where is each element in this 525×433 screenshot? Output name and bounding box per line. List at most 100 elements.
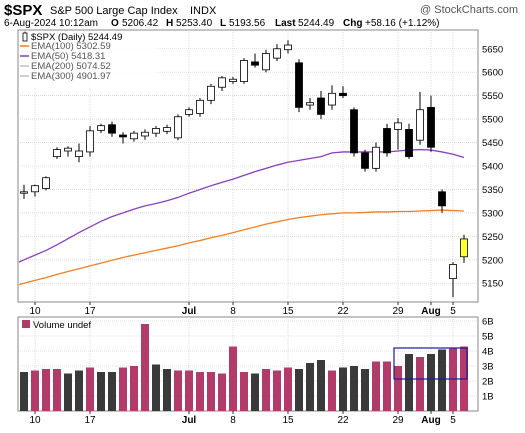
candle-body (218, 77, 226, 88)
x-tick-label: 15 (282, 415, 294, 426)
candle (218, 75, 226, 91)
candle (339, 86, 347, 98)
candle-body (438, 191, 446, 207)
x-tick-label: 5 (450, 415, 456, 426)
volume-bar (295, 369, 303, 411)
candle-body (42, 177, 50, 189)
volume-bar (405, 354, 413, 411)
volume-bar (383, 361, 391, 411)
open-value: 5206.42 (122, 18, 159, 29)
candle-body (196, 99, 204, 114)
candle (196, 98, 204, 117)
last-value: 5244.49 (298, 18, 335, 29)
high-value: 5253.40 (176, 18, 213, 29)
volume-bar (372, 361, 380, 411)
price-tick-label: 5400 (482, 162, 503, 173)
volume-highlight-box (393, 347, 468, 380)
volume-bar (394, 366, 402, 411)
price-tick-label: 5500 (482, 115, 503, 126)
candle (42, 176, 50, 191)
candle (20, 184, 28, 199)
header-date: 6-Aug-2024 10:12am (4, 18, 98, 29)
candle (449, 262, 457, 298)
legend-label: EMA(200) 5074.52 (31, 61, 111, 72)
candle-body (75, 150, 83, 158)
volume-bar (262, 369, 270, 411)
candle (262, 49, 270, 73)
candle-body (339, 92, 347, 97)
candle (295, 59, 303, 113)
candle-body (207, 85, 215, 101)
price-tick-label: 5250 (482, 232, 503, 243)
price-tick-label: 5300 (482, 208, 503, 219)
candle (97, 123, 105, 134)
candle-body (460, 238, 468, 258)
legend-item-ema300: EMA(300) 4901.97 (20, 71, 111, 82)
last-label: Last (275, 18, 296, 29)
price-tick-label: 5600 (482, 68, 503, 79)
volume-bar (20, 372, 28, 411)
candle (229, 76, 237, 84)
candle-body (328, 92, 336, 106)
candle (130, 130, 138, 142)
index-name: S&P 500 Large Cap Index (50, 5, 178, 17)
candle-body (130, 132, 138, 140)
candle (75, 143, 83, 163)
volume-bar (350, 366, 358, 411)
candle-body (361, 152, 369, 169)
candle (394, 118, 402, 150)
candle (251, 53, 259, 68)
candle-body (405, 129, 413, 158)
candle (207, 83, 215, 105)
x-tick-label: 22 (337, 415, 349, 426)
volume-bar (251, 373, 259, 411)
chg-label: Chg (343, 18, 362, 29)
candle-body (317, 97, 325, 115)
volume-bar (416, 357, 424, 411)
chg-value: +58.16 (+1.12%) (365, 18, 440, 29)
candle-body (295, 62, 303, 108)
candle-body (229, 78, 237, 82)
candle (163, 124, 171, 135)
legend-item-ema100: EMA(100) 5302.59 (20, 41, 111, 52)
candle-body (284, 44, 292, 51)
watermark: @ StockCharts.com (420, 4, 518, 16)
x-tick-label: 29 (392, 415, 404, 426)
volume-bar (174, 370, 182, 411)
candle-body (394, 122, 402, 130)
candle-body (273, 48, 281, 59)
candle (350, 107, 358, 157)
volume-bar (97, 372, 105, 411)
candle-body (174, 116, 182, 139)
open-label: O (111, 18, 119, 29)
volume-bar (427, 354, 435, 411)
price-tick-label: 5550 (482, 91, 503, 102)
volume-bar (42, 369, 50, 411)
candle (361, 149, 369, 172)
candle-body (383, 128, 391, 154)
candle-body (64, 147, 72, 152)
candle (31, 184, 39, 197)
volume-legend-label: Volume undef (33, 320, 91, 331)
candle (405, 123, 413, 159)
volume-tick-label: 1B (482, 392, 494, 403)
candle-body (372, 146, 380, 169)
candle (141, 129, 149, 140)
volume-legend: Volume undef (22, 320, 91, 331)
volume-bar (119, 367, 127, 411)
x-tick-label: Aug (421, 306, 440, 317)
volume-bar (53, 369, 61, 411)
candle (427, 95, 435, 152)
volume-bar (218, 373, 226, 411)
candle-body (141, 131, 149, 137)
candle-body (163, 127, 171, 132)
volume-bar (339, 367, 347, 411)
candle (284, 40, 292, 54)
price-tick-label: 5650 (482, 44, 503, 55)
candle (185, 107, 193, 117)
volume-bar (130, 366, 138, 411)
volume-tick-label: 4B (482, 347, 494, 358)
x-tick-label: 10 (29, 306, 41, 317)
price-tick-label: 5150 (482, 279, 503, 290)
volume-bar (108, 372, 116, 411)
